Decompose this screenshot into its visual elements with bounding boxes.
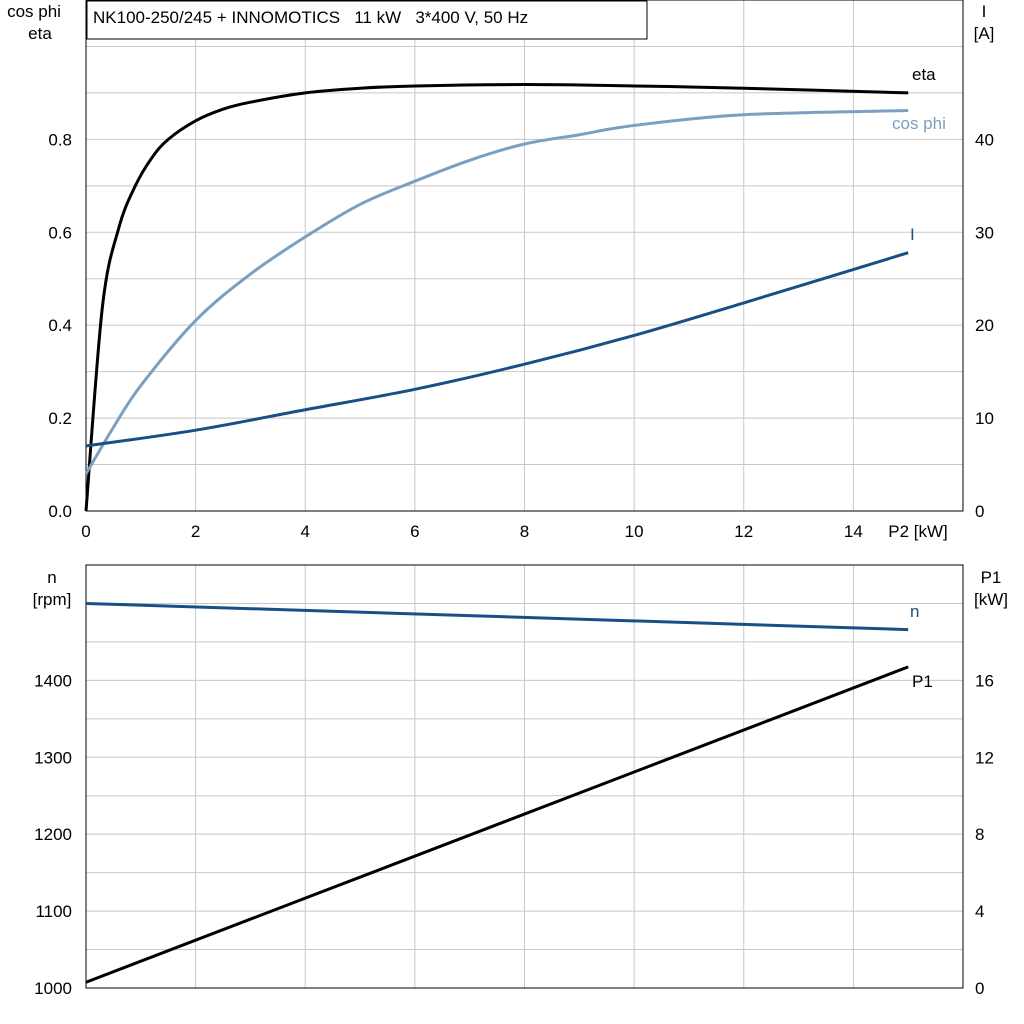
x-tick-label: 2: [191, 522, 200, 541]
bottom-left-tick-label: 1100: [35, 902, 72, 921]
top-left-axis-label-2: eta: [28, 24, 52, 43]
bottom-right-axis-label-1: P1: [981, 568, 1002, 587]
top-right-tick-label: 30: [975, 223, 994, 242]
series-label-cos-phi: cos phi: [892, 114, 946, 133]
top-grid: [86, 0, 963, 511]
x-tick-label: 14: [844, 522, 863, 541]
series-line-I: [85, 251, 909, 448]
top-right-tick-label: 40: [975, 130, 994, 149]
bottom-right-tick-label: 4: [975, 902, 984, 921]
series-line-P1: [85, 665, 909, 984]
top-right-tick-label: 20: [975, 316, 994, 335]
bottom-right-tick-label: 8: [975, 825, 984, 844]
top-left-tick-label: 0.4: [48, 316, 72, 335]
top-right-tick-label: 0: [975, 502, 984, 521]
top-right-tick-label: 10: [975, 409, 994, 428]
series-label-I: I: [910, 225, 915, 244]
series-label-P1: P1: [912, 672, 933, 691]
x-tick-label: 0: [81, 522, 90, 541]
x-axis-label: P2 [kW]: [888, 522, 948, 541]
bottom-right-tick-label: 12: [975, 748, 994, 767]
bottom-left-tick-label: 1400: [34, 671, 72, 690]
chart-title: NK100-250/245 + INNOMOTICS 11 kW 3*400 V…: [93, 8, 528, 27]
curves: [84, 83, 909, 984]
series-line-n: [85, 601, 909, 632]
top-right-axis-label-1: I: [982, 2, 987, 21]
bottom-grid: [86, 565, 963, 988]
bottom-right-tick-label: 16: [975, 671, 994, 690]
bottom-left-tick-label: 1200: [34, 825, 72, 844]
bottom-right-axis-label-2: [kW]: [974, 590, 1008, 609]
series-label-eta: eta: [912, 65, 936, 84]
bottom-left-tick-label: 1300: [34, 748, 72, 767]
top-right-axis-label-2: [A]: [974, 24, 995, 43]
bottom-plot-frame: [85, 564, 964, 989]
series-line-eta: [84, 83, 909, 512]
title-box: [86, 0, 648, 40]
top-left-tick-label: 0.2: [48, 409, 72, 428]
series-label-n: n: [910, 602, 919, 621]
x-tick-label: 12: [734, 522, 753, 541]
bottom-right-tick-label: 0: [975, 979, 984, 998]
x-tick-label: 10: [625, 522, 644, 541]
top-left-axis-label-1: cos phi: [7, 2, 61, 21]
series-line-cos-phi: [84, 109, 909, 475]
bottom-left-tick-label: 1000: [34, 979, 72, 998]
top-left-tick-label: 0.8: [48, 130, 72, 149]
x-tick-label: 6: [410, 522, 419, 541]
top-left-tick-label: 0.6: [48, 223, 72, 242]
bottom-left-axis-label-1: n: [47, 568, 56, 587]
bottom-left-axis-label-2: [rpm]: [33, 590, 72, 609]
x-tick-label: 4: [301, 522, 310, 541]
x-tick-label: 8: [520, 522, 529, 541]
top-plot-frame: [85, 0, 964, 512]
top-left-tick-label: 0.0: [48, 502, 72, 521]
